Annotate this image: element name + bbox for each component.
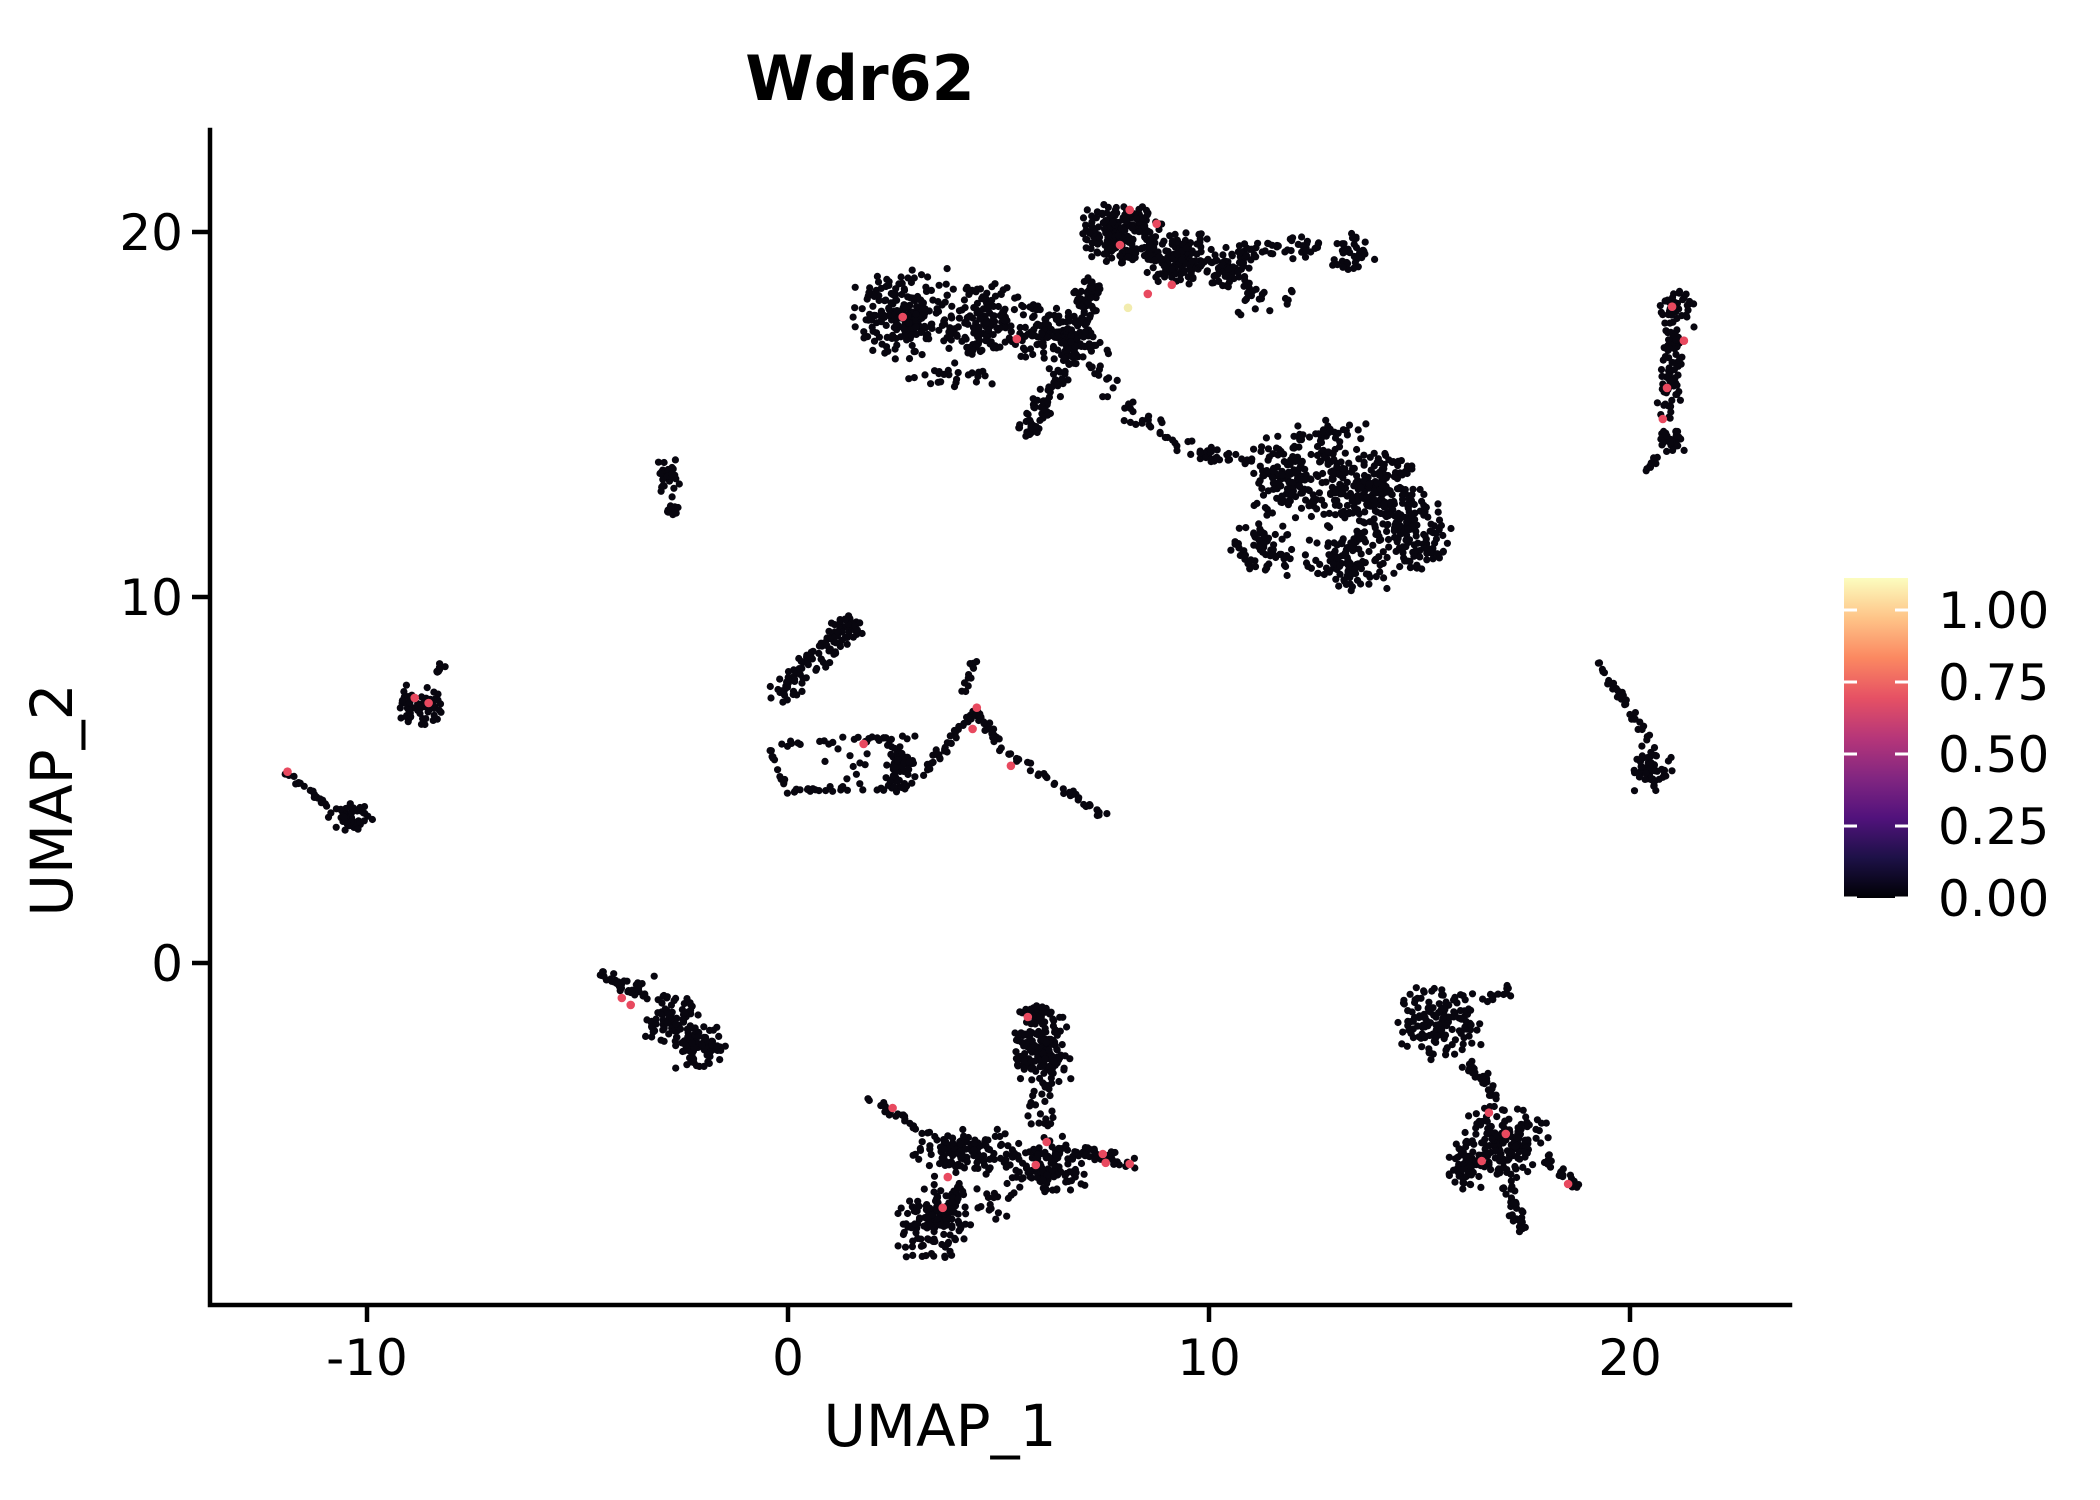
y-tick-label: 0 bbox=[151, 935, 183, 993]
y-tick-label: 10 bbox=[119, 569, 183, 627]
scatter-points bbox=[281, 201, 1698, 1261]
x-tick-label: 10 bbox=[1177, 1329, 1241, 1387]
colorbar-label: 0.75 bbox=[1938, 654, 2049, 712]
colorbar-label: 0.25 bbox=[1938, 798, 2049, 856]
colorbar-legend: 1.00 0.75 0.50 0.25 0.00 bbox=[1844, 578, 2049, 928]
colorbar-gradient bbox=[1844, 578, 1908, 898]
axis-lines bbox=[207, 127, 1793, 1308]
x-tick-label: 0 bbox=[772, 1329, 804, 1387]
x-tick-label: 20 bbox=[1598, 1329, 1662, 1387]
colorbar-label: 1.00 bbox=[1938, 582, 2049, 640]
y-axis-title: UMAP_2 bbox=[18, 683, 86, 916]
plot-title: Wdr62 bbox=[745, 42, 975, 115]
colorbar-ticks bbox=[1844, 608, 1908, 900]
y-tick-label: 20 bbox=[119, 204, 183, 262]
x-tick-label: -10 bbox=[326, 1329, 408, 1387]
colorbar-label: 0.00 bbox=[1938, 870, 2049, 928]
x-axis-title: UMAP_1 bbox=[823, 1392, 1056, 1460]
colorbar-label: 0.50 bbox=[1938, 726, 2049, 784]
